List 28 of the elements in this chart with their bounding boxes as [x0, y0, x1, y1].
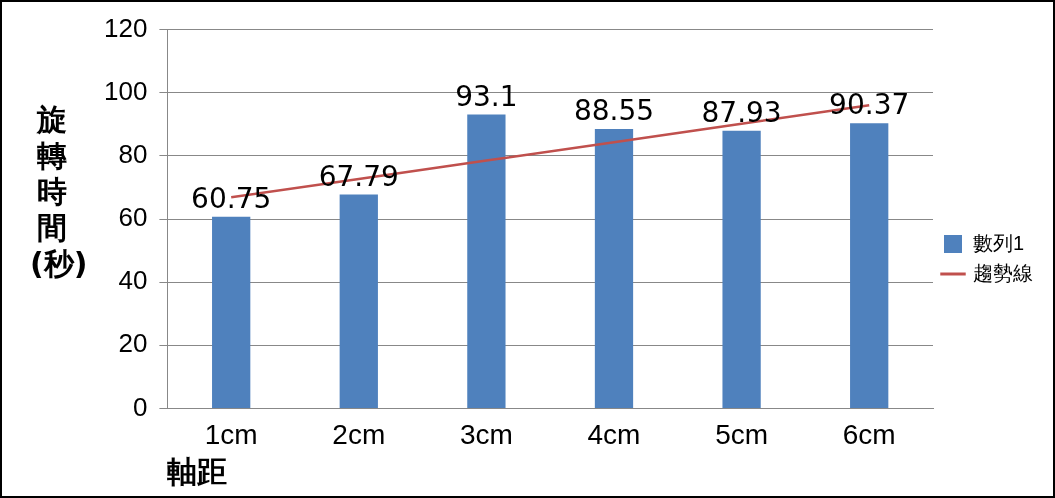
bar [467, 114, 506, 408]
data-label: 88.55 [573, 94, 655, 128]
data-label: 87.93 [701, 96, 782, 130]
y-tick-label: 0 [132, 391, 148, 422]
y-tick-label: 120 [103, 12, 148, 43]
x-tick-label: 3cm [459, 418, 513, 450]
bar [850, 123, 889, 408]
data-label: 93.1 [455, 79, 518, 113]
bar [212, 216, 251, 408]
data-label: 90.37 [829, 88, 910, 122]
y-tick-label: 60 [118, 202, 148, 233]
x-axis-title: 軸距 [167, 455, 228, 489]
x-tick-label: 1cm [204, 418, 258, 450]
y-tick-label: 80 [118, 139, 148, 170]
x-tick-label: 5cm [715, 418, 769, 450]
bar [722, 130, 761, 408]
data-label: 60.75 [191, 181, 272, 215]
y-tick-label: 20 [118, 328, 148, 359]
bar [339, 194, 378, 408]
bar [594, 128, 634, 408]
x-tick-label: 2cm [332, 418, 386, 450]
y-axis-title: 旋轉時間(秒) [30, 102, 88, 282]
y-tick-label: 100 [103, 75, 148, 106]
x-tick-label: 4cm [587, 418, 641, 450]
x-tick-label: 6cm [842, 418, 896, 450]
legend-label: 數列1 [973, 231, 1025, 254]
y-tick-label: 40 [118, 265, 148, 296]
legend-label: 趨勢線 [973, 261, 1033, 284]
